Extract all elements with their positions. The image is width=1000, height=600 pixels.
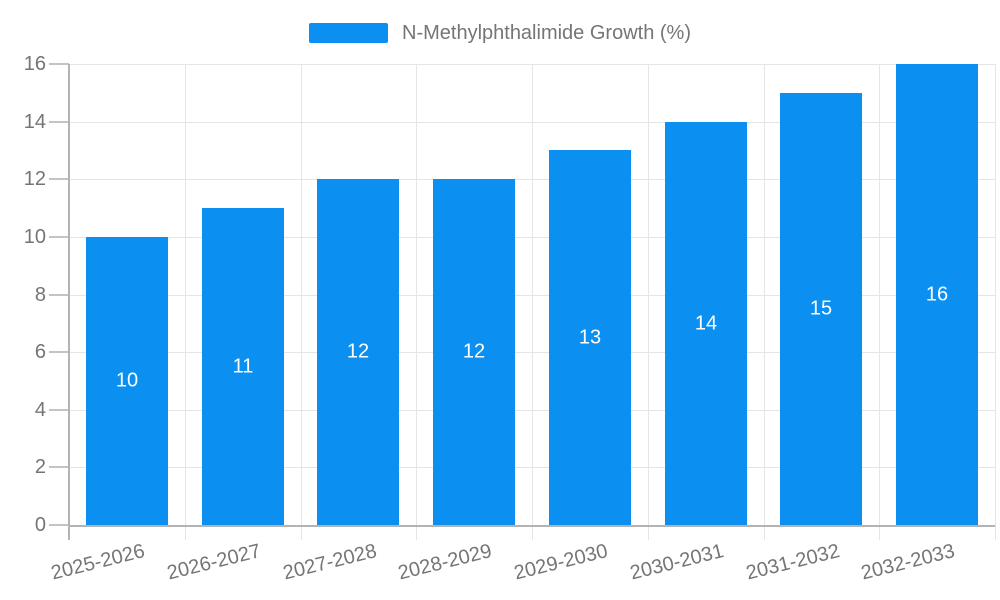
y-axis-tick-label: 16 [23, 53, 46, 75]
bar-value-label: 13 [578, 326, 602, 348]
bar[interactable]: 10 [86, 237, 168, 525]
y-axis-tick [49, 409, 69, 411]
y-axis-tick-label: 6 [34, 341, 46, 363]
bar-value-label: 14 [694, 312, 718, 334]
y-axis-tick-label: 2 [34, 456, 46, 478]
bar[interactable]: 13 [549, 150, 631, 525]
y-axis-tick [49, 294, 69, 296]
y-axis-tick [49, 351, 69, 353]
legend-swatch-icon [309, 23, 388, 43]
y-axis-tick [49, 466, 69, 468]
bar-value-label: 15 [809, 297, 833, 320]
y-axis-tick-label: 14 [23, 111, 46, 133]
gridline-vertical [416, 64, 417, 540]
x-axis-tick-label: 2025-2026 [49, 540, 148, 585]
y-axis-tick [49, 121, 69, 123]
y-axis-tick-label: 12 [23, 168, 46, 190]
bar[interactable]: 14 [665, 122, 747, 525]
y-axis-tick [49, 524, 69, 526]
bar[interactable]: 12 [317, 179, 399, 525]
x-axis-tick-label: 2028-2029 [396, 540, 495, 585]
y-axis-tick [49, 63, 69, 65]
bar[interactable]: 11 [202, 208, 284, 525]
x-axis-tick-label: 2032-2033 [859, 540, 958, 585]
y-axis-tick [49, 178, 69, 180]
y-axis-tick-label: 10 [23, 226, 46, 248]
gridline-vertical [301, 64, 302, 540]
x-axis-tick-label: 2026-2027 [164, 540, 263, 585]
legend-label: N-Methylphthalimide Growth (%) [402, 22, 691, 44]
gridline-vertical [995, 64, 996, 540]
x-axis-tick-label: 2031-2032 [743, 540, 842, 585]
y-axis-tick [49, 236, 69, 238]
x-axis-line [68, 525, 995, 527]
gridline-vertical [879, 64, 880, 540]
bar[interactable]: 15 [780, 93, 862, 525]
x-axis-tick-label: 2030-2031 [627, 540, 726, 585]
bar-value-label: 10 [115, 369, 139, 392]
gridline-vertical [648, 64, 649, 540]
bar-value-label: 16 [925, 283, 949, 305]
y-axis-tick-label: 0 [34, 514, 46, 536]
gridline-vertical [532, 64, 533, 540]
x-axis-tick-label: 2027-2028 [280, 540, 379, 585]
bar-value-label: 11 [232, 355, 254, 377]
gridline-vertical [764, 64, 765, 540]
y-axis-line [68, 64, 70, 540]
gridline-vertical [185, 64, 186, 540]
x-axis-tick-label: 2029-2030 [512, 540, 611, 585]
y-axis-tick-label: 8 [34, 284, 46, 306]
bar-value-label: 12 [346, 340, 370, 363]
bar[interactable]: 12 [433, 179, 515, 525]
y-axis-tick-label: 4 [34, 399, 46, 421]
bar[interactable]: 16 [896, 64, 978, 525]
legend[interactable]: N-Methylphthalimide Growth (%) [0, 22, 1000, 44]
bar-value-label: 12 [462, 340, 486, 363]
